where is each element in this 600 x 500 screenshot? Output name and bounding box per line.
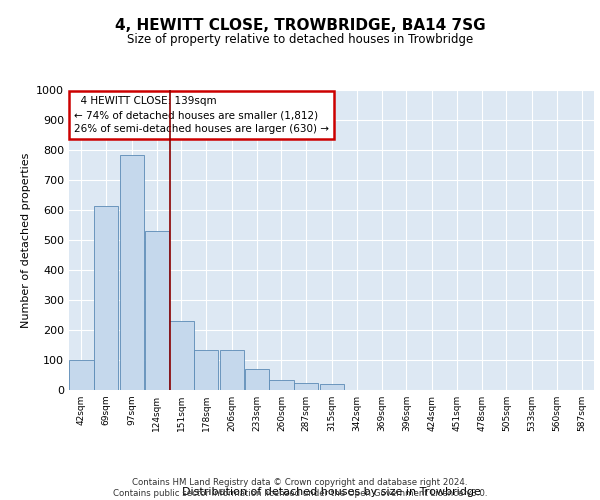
X-axis label: Distribution of detached houses by size in Trowbridge: Distribution of detached houses by size … (182, 487, 481, 497)
Bar (245, 369, 269, 390)
Bar (220, 350, 244, 390)
Bar (194, 350, 218, 390)
Text: Contains HM Land Registry data © Crown copyright and database right 2024.
Contai: Contains HM Land Registry data © Crown c… (113, 478, 487, 498)
Text: 4, HEWITT CLOSE, TROWBRIDGE, BA14 7SG: 4, HEWITT CLOSE, TROWBRIDGE, BA14 7SG (115, 18, 485, 32)
Bar (69, 360, 94, 390)
Y-axis label: Number of detached properties: Number of detached properties (20, 152, 31, 328)
Text: 4 HEWITT CLOSE: 139sqm
← 74% of detached houses are smaller (1,812)
26% of semi-: 4 HEWITT CLOSE: 139sqm ← 74% of detached… (74, 96, 329, 134)
Bar (145, 231, 169, 390)
Bar (94, 206, 118, 390)
Bar (294, 382, 319, 390)
Text: Size of property relative to detached houses in Trowbridge: Size of property relative to detached ho… (127, 32, 473, 46)
Bar (120, 154, 144, 390)
Bar (320, 384, 344, 390)
Bar (269, 380, 293, 390)
Bar (169, 321, 194, 390)
